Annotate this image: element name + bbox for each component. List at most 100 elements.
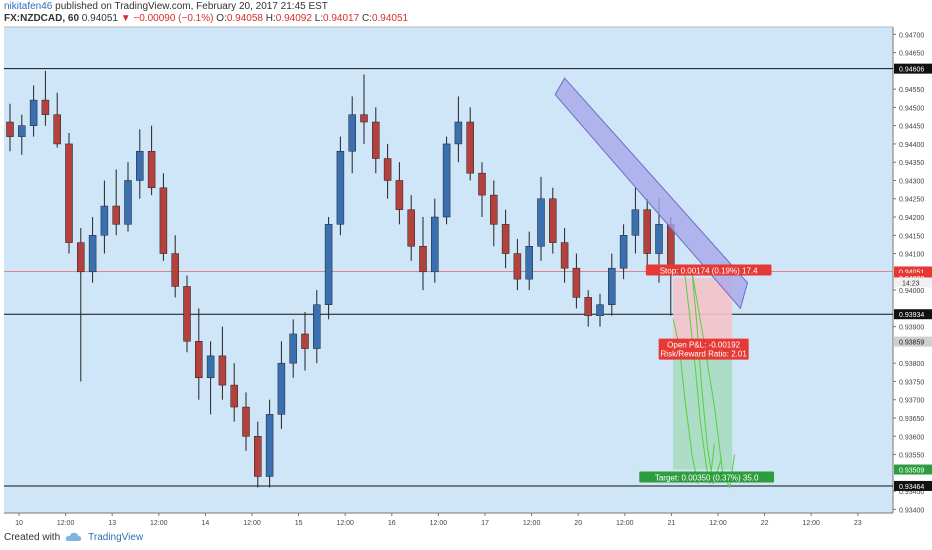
price-axis-label: 0.94606 <box>899 67 924 74</box>
candle-body <box>136 150 144 181</box>
candle-body <box>431 216 439 273</box>
y-tick-label: 0.93600 <box>899 434 924 441</box>
x-tick-label: 16 <box>388 520 396 527</box>
x-tick-label: 13 <box>108 520 116 527</box>
candle-body <box>383 158 392 181</box>
candle-body <box>407 209 415 247</box>
price-axis-label-bg <box>894 63 932 74</box>
candle-body <box>537 198 545 247</box>
y-tick-label: 0.94550 <box>899 87 924 94</box>
y-tick-label: 0.94300 <box>899 178 924 185</box>
y-tick-label: 0.94500 <box>899 105 924 112</box>
candle-body <box>147 150 156 189</box>
candle-body <box>124 180 132 225</box>
price-axis-label: 0.93859 <box>899 340 924 347</box>
candle-body <box>596 304 604 316</box>
y-tick-label: 0.94100 <box>899 252 924 259</box>
price-axis-label: 0.94051 <box>899 269 924 276</box>
low-value: 0.94017 <box>323 13 360 24</box>
descending-channel <box>554 77 749 310</box>
tradingview-cloud-icon <box>65 532 82 541</box>
publish-info: nikitafen46 published on TradingView.com… <box>4 1 328 12</box>
candle-body <box>513 253 522 280</box>
risk-reward-text: Risk/Reward Ratio: 2.01 <box>661 350 748 359</box>
x-tick-label: 12:00 <box>709 520 727 527</box>
created-with-text: Created with <box>4 532 61 543</box>
target-label-text: Target: 0.00350 (0.37%) 35.0 <box>655 474 759 483</box>
candle-body <box>41 99 50 115</box>
candle-body <box>631 209 640 236</box>
x-tick-label: 21 <box>668 520 676 527</box>
price-axis-label-bg <box>894 464 932 475</box>
y-tick-label: 0.94450 <box>899 124 924 131</box>
candle-body <box>254 436 262 477</box>
price-axis-label: 0.93934 <box>899 312 924 319</box>
close-label: C: <box>361 13 372 24</box>
candle-body <box>171 253 179 287</box>
candle-body <box>466 121 474 174</box>
x-tick-label: 12:00 <box>802 520 820 527</box>
candle-body <box>289 333 297 364</box>
candle-body <box>336 150 345 225</box>
candle-body <box>608 267 616 305</box>
open-pnl-text: Open P&L: -0.00192 <box>667 341 740 350</box>
countdown-bg <box>894 277 932 288</box>
candle-body <box>572 267 581 298</box>
x-tick-label: 14 <box>202 520 210 527</box>
projection-path <box>672 319 699 484</box>
candle-body <box>65 143 73 243</box>
price-axis-label-bg <box>894 309 932 320</box>
x-tick-label: 20 <box>574 520 582 527</box>
y-tick-label: 0.93550 <box>899 453 924 460</box>
candle-body <box>348 114 356 152</box>
author-link[interactable]: nikitafen46 <box>4 1 53 12</box>
price-axis-label-bg <box>894 266 932 277</box>
candle-body <box>53 114 61 145</box>
candle-body <box>454 121 463 145</box>
candle-body <box>206 355 215 379</box>
y-tick-label: 0.93400 <box>899 507 924 514</box>
candle-body <box>419 245 427 273</box>
candle-body <box>100 205 109 236</box>
open-label: O: <box>216 13 227 24</box>
price-axis-label-bg <box>894 336 932 347</box>
candle-body <box>525 245 533 280</box>
candle-body <box>395 180 404 210</box>
candle-body <box>301 333 309 349</box>
y-tick-label: 0.94650 <box>899 51 924 58</box>
stop-label-bg <box>645 264 772 276</box>
price-change: ▼ −0.00090 (−0.1%) <box>120 13 214 24</box>
candle-body <box>218 355 227 386</box>
high-value: 0.94092 <box>275 13 312 24</box>
y-tick-label: 0.93800 <box>899 361 924 368</box>
last-price: 0.94051 <box>81 13 118 24</box>
candle-body <box>372 121 380 159</box>
high-label: H: <box>265 13 276 24</box>
candle-body <box>265 414 274 477</box>
y-tick-label: 0.94250 <box>899 197 924 204</box>
y-tick-label: 0.94350 <box>899 160 924 167</box>
candle-body <box>29 99 38 126</box>
candle-body <box>490 194 498 225</box>
candle-body <box>478 172 486 196</box>
published-text: published on TradingView.com, February 2… <box>55 1 328 12</box>
candle-body <box>183 286 191 342</box>
x-tick-label: 12:00 <box>616 520 634 527</box>
candle-body <box>360 114 368 123</box>
open-value: 0.94058 <box>226 13 263 24</box>
stop-label-text: Stop: 0.00174 (0.19%) 17.4 <box>660 266 758 275</box>
candle-body <box>549 198 557 243</box>
candle-body <box>230 384 238 408</box>
y-tick-label: 0.93450 <box>899 489 924 496</box>
symbol-legend: FX:NZDCAD, 60 0.94051 ▼ −0.00090 (−0.1%)… <box>4 13 408 24</box>
x-tick-label: 12:00 <box>523 520 541 527</box>
projection-path <box>684 275 715 484</box>
candle-body <box>88 235 97 273</box>
candle-body <box>112 205 120 225</box>
candle-body <box>501 224 510 254</box>
price-axis-label-bg <box>894 480 932 491</box>
tradingview-brand[interactable]: TradingView <box>88 532 144 543</box>
